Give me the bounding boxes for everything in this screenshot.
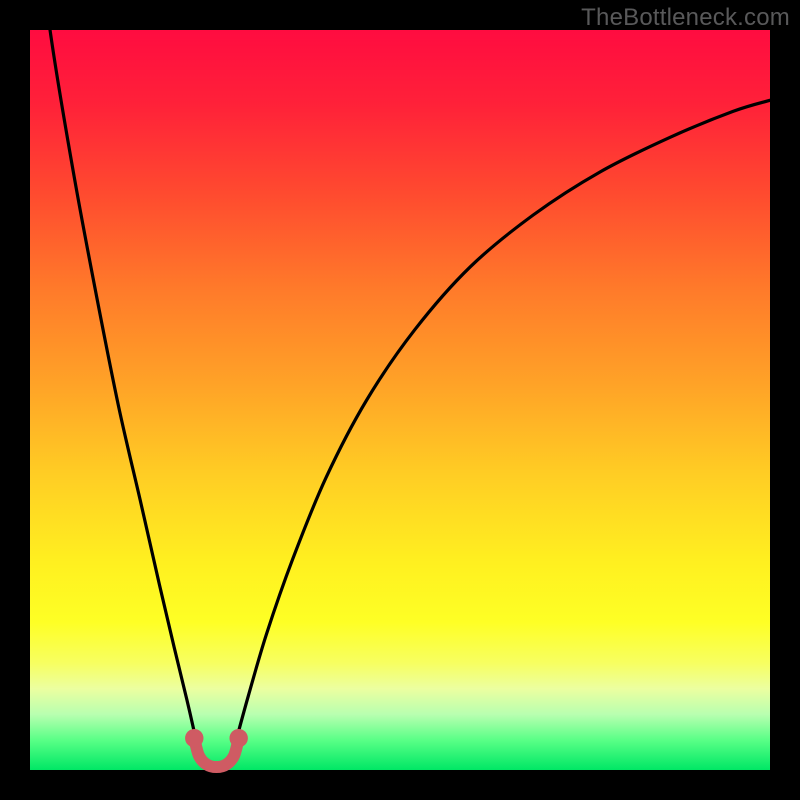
chart-canvas: TheBottleneck.com	[0, 0, 800, 800]
chart-svg	[0, 0, 800, 800]
watermark-text: TheBottleneck.com	[581, 4, 790, 32]
trough-endpoint-left	[185, 729, 203, 747]
trough-endpoint-right	[229, 729, 247, 747]
